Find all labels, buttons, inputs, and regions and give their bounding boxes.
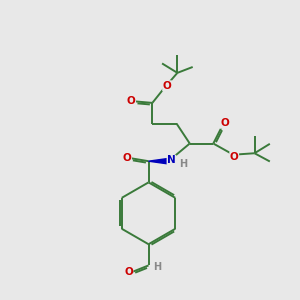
Text: H: H	[179, 159, 187, 169]
Text: O: O	[123, 153, 131, 163]
Text: O: O	[127, 96, 136, 106]
Text: O: O	[220, 118, 229, 128]
Text: N: N	[167, 155, 176, 165]
Text: O: O	[124, 267, 133, 277]
Text: H: H	[153, 262, 161, 272]
Text: O: O	[163, 81, 172, 91]
Text: O: O	[230, 152, 239, 162]
Polygon shape	[148, 158, 169, 164]
